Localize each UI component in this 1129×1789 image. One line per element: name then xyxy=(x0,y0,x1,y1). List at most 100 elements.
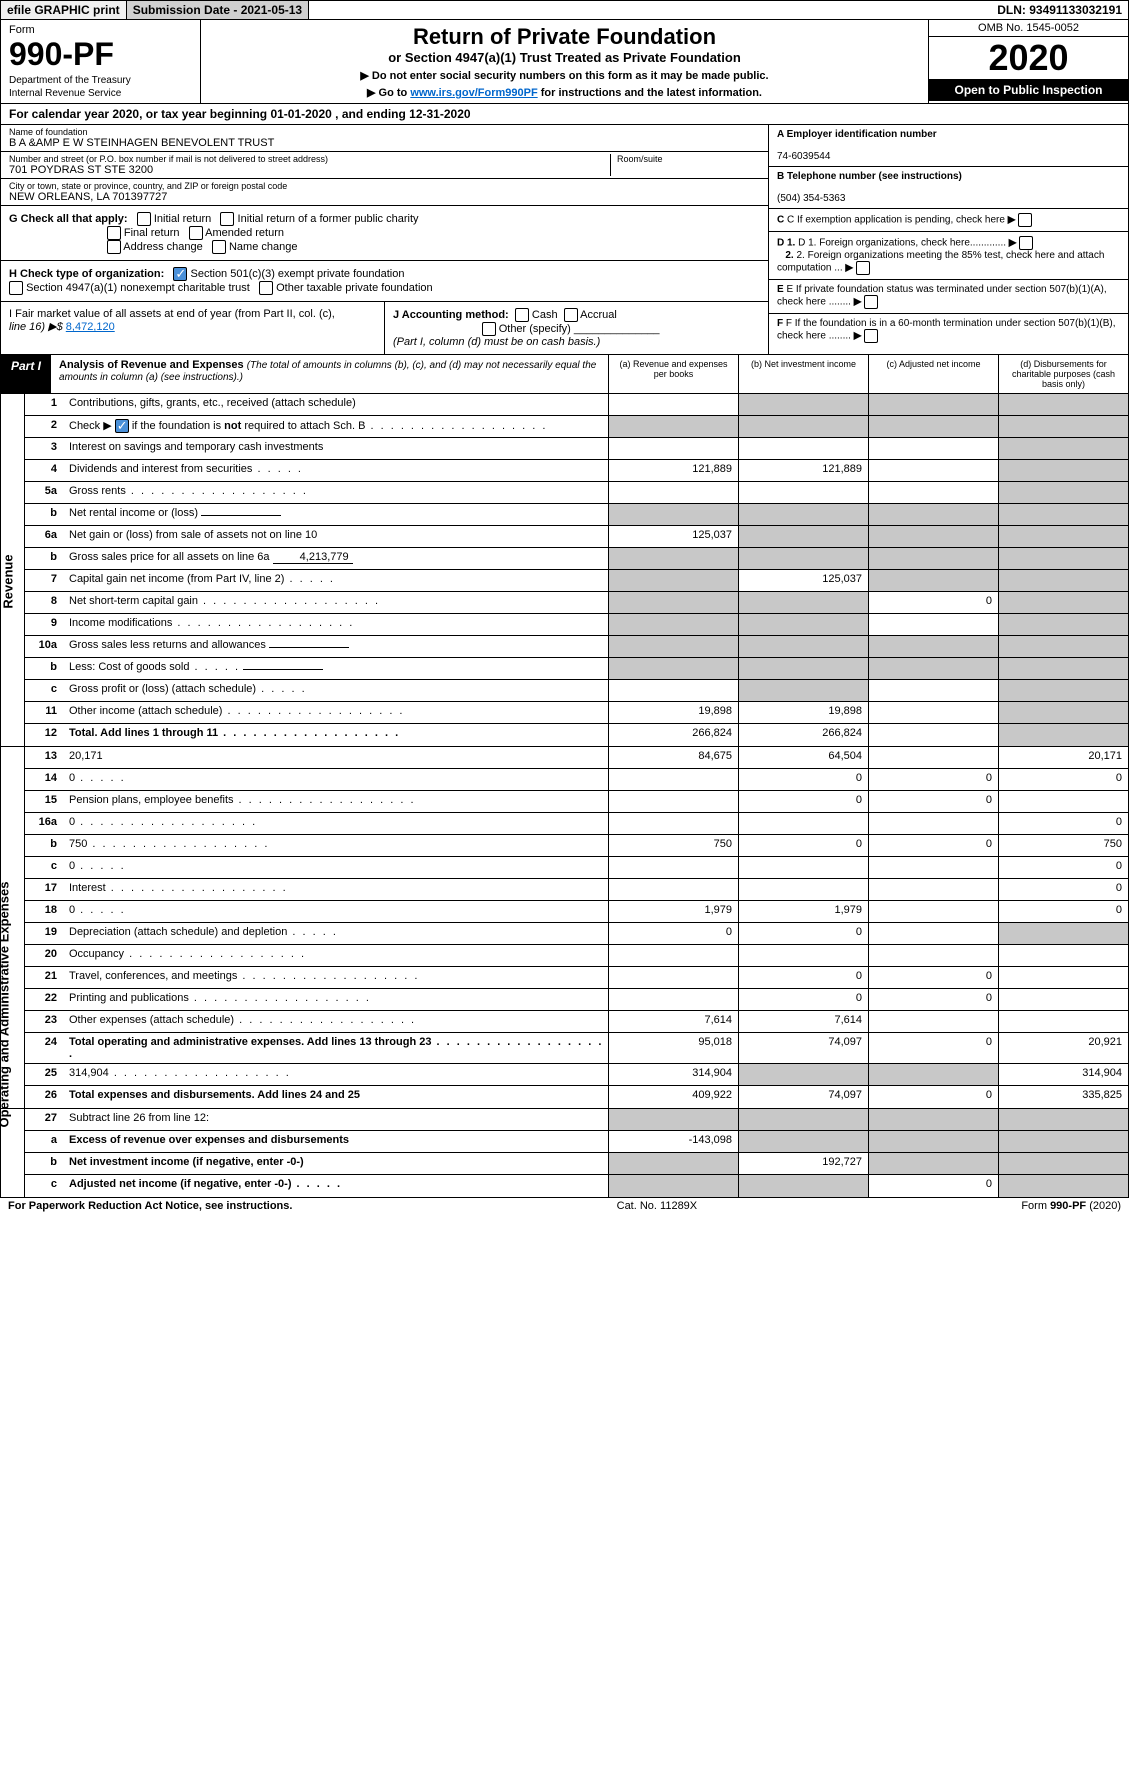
g-final-checkbox[interactable] xyxy=(107,226,121,240)
r6b-b xyxy=(738,548,868,569)
r27b-num: b xyxy=(25,1153,61,1174)
info-block: Name of foundation B A &AMP E W STEINHAG… xyxy=(0,125,1129,355)
r15-num: 15 xyxy=(25,791,61,812)
goto-post: for instructions and the latest informat… xyxy=(538,87,762,99)
city-row: City or town, state or province, country… xyxy=(1,179,768,206)
r20-d xyxy=(998,945,1128,966)
summary-table: 27Subtract line 26 from line 12: aExcess… xyxy=(0,1109,1129,1198)
g-name-checkbox[interactable] xyxy=(212,240,226,254)
omb-number: OMB No. 1545-0052 xyxy=(929,20,1128,37)
efile-label[interactable]: efile GRAPHIC print xyxy=(1,1,127,19)
h-other-checkbox[interactable] xyxy=(259,281,273,295)
form-header: Form 990-PF Department of the Treasury I… xyxy=(0,20,1129,104)
r2-d xyxy=(998,416,1128,437)
r5a-a xyxy=(608,482,738,503)
g-initial-former-checkbox[interactable] xyxy=(220,212,234,226)
r19-b: 0 xyxy=(738,923,868,944)
g-address-checkbox[interactable] xyxy=(107,240,121,254)
r24-num: 24 xyxy=(25,1033,61,1063)
r14-desc: 0 xyxy=(61,769,608,790)
r9-a xyxy=(608,614,738,635)
r13-b: 64,504 xyxy=(738,747,868,768)
g-o3: Final return xyxy=(124,227,180,239)
r10b-a xyxy=(608,658,738,679)
r27c-d xyxy=(998,1175,1128,1197)
r23-b: 7,614 xyxy=(738,1011,868,1032)
col-a: (a) Revenue and expenses per books xyxy=(608,355,738,393)
section-ij: I Fair market value of all assets at end… xyxy=(1,302,768,354)
form-title: Return of Private Foundation xyxy=(209,24,920,50)
r22-a xyxy=(608,989,738,1010)
revenue-rows: 1Contributions, gifts, grants, etc., rec… xyxy=(25,394,1128,746)
r25-text: 314,904 xyxy=(69,1067,109,1079)
j-other-checkbox[interactable] xyxy=(482,322,496,336)
r19-num: 19 xyxy=(25,923,61,944)
a-value: 74-6039544 xyxy=(777,151,830,162)
expense-rows: 1320,17184,67564,50420,171 140000 15Pens… xyxy=(25,747,1128,1108)
irs-link[interactable]: www.irs.gov/Form990PF xyxy=(410,87,537,99)
i-value[interactable]: 8,472,120 xyxy=(66,321,115,333)
r26-a: 409,922 xyxy=(608,1086,738,1108)
r5b-a xyxy=(608,504,738,525)
r24-text: Total operating and administrative expen… xyxy=(69,1036,431,1048)
r5b-box xyxy=(201,515,281,516)
r10a-text: Gross sales less returns and allowances xyxy=(69,639,266,651)
goto-note: ▶ Go to www.irs.gov/Form990PF for instru… xyxy=(209,86,920,99)
g-o4: Amended return xyxy=(205,227,284,239)
d2-checkbox[interactable] xyxy=(856,261,870,275)
r21-text: Travel, conferences, and meetings xyxy=(69,970,237,982)
header-left: Form 990-PF Department of the Treasury I… xyxy=(1,20,201,103)
d1-checkbox[interactable] xyxy=(1019,236,1033,250)
r6a-b xyxy=(738,526,868,547)
r13-a: 84,675 xyxy=(608,747,738,768)
c-checkbox[interactable] xyxy=(1018,213,1032,227)
r23-desc: Other expenses (attach schedule) xyxy=(61,1011,608,1032)
f-checkbox[interactable] xyxy=(864,329,878,343)
r8-c: 0 xyxy=(868,592,998,613)
r4-d xyxy=(998,460,1128,481)
r17-c xyxy=(868,879,998,900)
r3-a xyxy=(608,438,738,459)
r16b-c: 0 xyxy=(868,835,998,856)
col-c: (c) Adjusted net income xyxy=(868,355,998,393)
r24-a: 95,018 xyxy=(608,1033,738,1063)
revenue-side-label: Revenue xyxy=(1,394,25,746)
r7-d xyxy=(998,570,1128,591)
j-cash-checkbox[interactable] xyxy=(515,308,529,322)
r10c-desc: Gross profit or (loss) (attach schedule) xyxy=(61,680,608,701)
r10a-c xyxy=(868,636,998,657)
j-o2: Accrual xyxy=(580,309,617,321)
h-501c3-checkbox[interactable] xyxy=(173,267,187,281)
r7-text: Capital gain net income (from Part IV, l… xyxy=(69,573,284,585)
h-4947-checkbox[interactable] xyxy=(9,281,23,295)
r25-desc: 314,904 xyxy=(61,1064,608,1085)
j-accrual-checkbox[interactable] xyxy=(564,308,578,322)
footer-right: Form 990-PF (2020) xyxy=(1021,1200,1121,1212)
r12-d xyxy=(998,724,1128,746)
expenses-side-label: Operating and Administrative Expenses xyxy=(1,747,25,1108)
r27b-desc: Net investment income (if negative, ente… xyxy=(61,1153,608,1174)
r21-desc: Travel, conferences, and meetings xyxy=(61,967,608,988)
r18-desc: 0 xyxy=(61,901,608,922)
g-amended-checkbox[interactable] xyxy=(189,226,203,240)
r2-checkbox[interactable] xyxy=(115,419,129,433)
e-checkbox[interactable] xyxy=(864,295,878,309)
r27b-b: 192,727 xyxy=(738,1153,868,1174)
city-value: NEW ORLEANS, LA 701397727 xyxy=(9,191,760,203)
r9-d xyxy=(998,614,1128,635)
ssn-warning: ▶ Do not enter social security numbers o… xyxy=(209,69,920,82)
r8-a xyxy=(608,592,738,613)
r23-text: Other expenses (attach schedule) xyxy=(69,1014,234,1026)
col-b: (b) Net investment income xyxy=(738,355,868,393)
g-initial-checkbox[interactable] xyxy=(137,212,151,226)
j-note: (Part I, column (d) must be on cash basi… xyxy=(393,336,600,348)
f-label: F If the foundation is in a 60-month ter… xyxy=(777,318,1116,342)
r10a-desc: Gross sales less returns and allowances xyxy=(61,636,608,657)
r12-desc: Total. Add lines 1 through 11 xyxy=(61,724,608,746)
j-o3: Other (specify) xyxy=(499,323,571,335)
r18-d: 0 xyxy=(998,901,1128,922)
r6b-desc: Gross sales price for all assets on line… xyxy=(61,548,608,569)
expenses-text: Operating and Administrative Expenses xyxy=(0,882,11,1128)
r25-c xyxy=(868,1064,998,1085)
r16b-num: b xyxy=(25,835,61,856)
